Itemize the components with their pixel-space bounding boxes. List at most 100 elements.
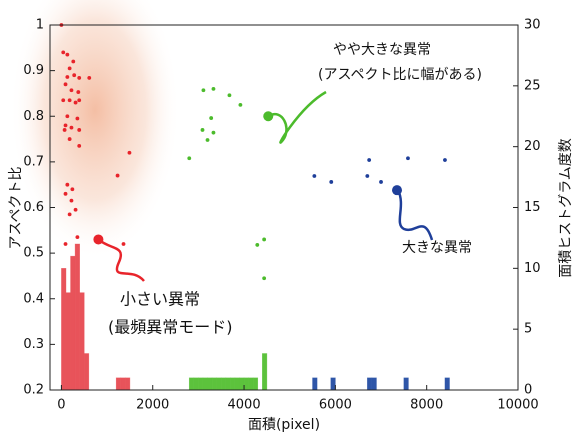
- scatter-point: [67, 212, 72, 217]
- scatter-point: [75, 235, 80, 240]
- histogram-bar: [403, 377, 409, 391]
- scatter-point: [205, 138, 210, 142]
- histogram-bar: [243, 377, 249, 391]
- scatter: [59, 23, 447, 281]
- histogram-bar: [330, 377, 336, 391]
- scatter-point: [65, 75, 70, 79]
- histogram-bar: [248, 377, 254, 391]
- scatter-point: [75, 116, 80, 121]
- scatter-point: [67, 137, 72, 141]
- x-tick-label: 6000: [319, 398, 352, 413]
- y2-tick-label: 5: [524, 322, 532, 337]
- y-tick-label: 0.3: [23, 337, 44, 352]
- scatter-point: [121, 242, 126, 246]
- x-tick-label: 8000: [410, 398, 443, 413]
- y2-tick-label: 30: [524, 18, 541, 33]
- histogram-bar: [202, 377, 208, 391]
- scatter-point: [67, 98, 72, 103]
- y2-axis-label: 面積ヒストグラム度数: [558, 138, 574, 278]
- histogram-bar: [193, 377, 199, 391]
- histogram-bar: [125, 377, 131, 391]
- callout-label: 大きな異常: [402, 240, 472, 256]
- histogram-bar: [220, 377, 227, 391]
- histogram-bar: [120, 377, 126, 391]
- scatter-point: [209, 116, 214, 120]
- callout-line: [98, 238, 145, 282]
- histogram-bar: [79, 292, 85, 391]
- x-tick-label: 4000: [228, 398, 261, 413]
- scatter-point: [115, 173, 120, 178]
- scatter-point: [262, 237, 267, 242]
- histogram-bar: [115, 377, 122, 391]
- y-tick-label: 0.5: [23, 246, 44, 261]
- histogram-bar: [239, 377, 245, 391]
- scatter-point: [379, 180, 383, 184]
- scatter-point: [365, 174, 370, 178]
- scatter-point: [77, 128, 82, 132]
- scatter-point: [69, 88, 74, 93]
- scatter-point: [72, 73, 77, 78]
- callout-line: [396, 189, 434, 241]
- scatter-point: [227, 93, 232, 98]
- scatter-point: [200, 128, 205, 132]
- callout-label: やや大きな異常: [333, 42, 431, 58]
- y-tick-label: 0.2: [23, 383, 44, 398]
- scatter-point: [187, 156, 192, 161]
- y2-tick-label: 20: [524, 139, 541, 154]
- y-tick-label: 0.6: [23, 200, 44, 215]
- highlight-glow: [10, 0, 180, 260]
- scatter-point: [69, 198, 74, 203]
- scatter-point: [77, 144, 82, 148]
- histogram-bar: [188, 377, 195, 391]
- histogram-bar: [225, 377, 231, 391]
- scatter-point: [201, 88, 206, 93]
- callout-marker: [93, 234, 104, 245]
- scatter-point: [73, 100, 78, 105]
- y2-tick-label: 10: [524, 261, 541, 276]
- y2-tick-label: 25: [524, 78, 541, 93]
- scatter-point: [63, 123, 68, 128]
- callout-marker: [392, 185, 403, 196]
- histogram-bar: [65, 292, 71, 391]
- y2-tick-label: 15: [524, 200, 541, 215]
- y-axis-label: アスペクト比: [8, 166, 24, 249]
- histogram-bar: [74, 243, 80, 391]
- histogram-bar: [371, 377, 377, 391]
- histogram-bar: [234, 377, 240, 391]
- scatter-point: [73, 207, 78, 212]
- scatter-point: [312, 174, 317, 178]
- y-tick-label: 0.8: [23, 109, 44, 124]
- scatter-point: [77, 98, 82, 103]
- scatter-point: [255, 243, 260, 247]
- scatter-point: [443, 158, 447, 162]
- x-tick-label: 10000: [497, 398, 538, 413]
- histogram-bar: [83, 353, 90, 391]
- scatter-point: [406, 156, 410, 161]
- scatter-point: [238, 102, 243, 107]
- callout-line: [268, 90, 327, 144]
- callout-marker: [263, 111, 274, 122]
- callout-label: (最頻異常モード): [108, 318, 233, 337]
- callout-label: (アスペクト比に幅がある): [318, 67, 482, 83]
- histogram-bar: [216, 377, 222, 391]
- scatter-point: [329, 180, 334, 184]
- histogram-bar: [211, 377, 217, 391]
- scatter-point: [65, 52, 70, 57]
- histogram-bar: [252, 377, 259, 391]
- scatter-point: [77, 76, 82, 80]
- scatter-point: [76, 90, 81, 94]
- scatter-point: [63, 191, 68, 196]
- scatter-point: [262, 276, 267, 281]
- scatter-point: [67, 66, 72, 71]
- scatter-point: [65, 182, 70, 187]
- y2-tick-label: 0: [524, 383, 532, 398]
- histogram-bar: [230, 377, 236, 391]
- y-tick-label: 0.9: [23, 63, 44, 78]
- scatter-point: [87, 76, 92, 80]
- histogram-bar: [444, 377, 450, 391]
- scatter-point: [69, 125, 74, 130]
- histogram-bar: [262, 353, 268, 391]
- y-tick-label: 0.7: [23, 154, 44, 169]
- scatter-point: [61, 50, 66, 55]
- scatter-point: [63, 242, 68, 246]
